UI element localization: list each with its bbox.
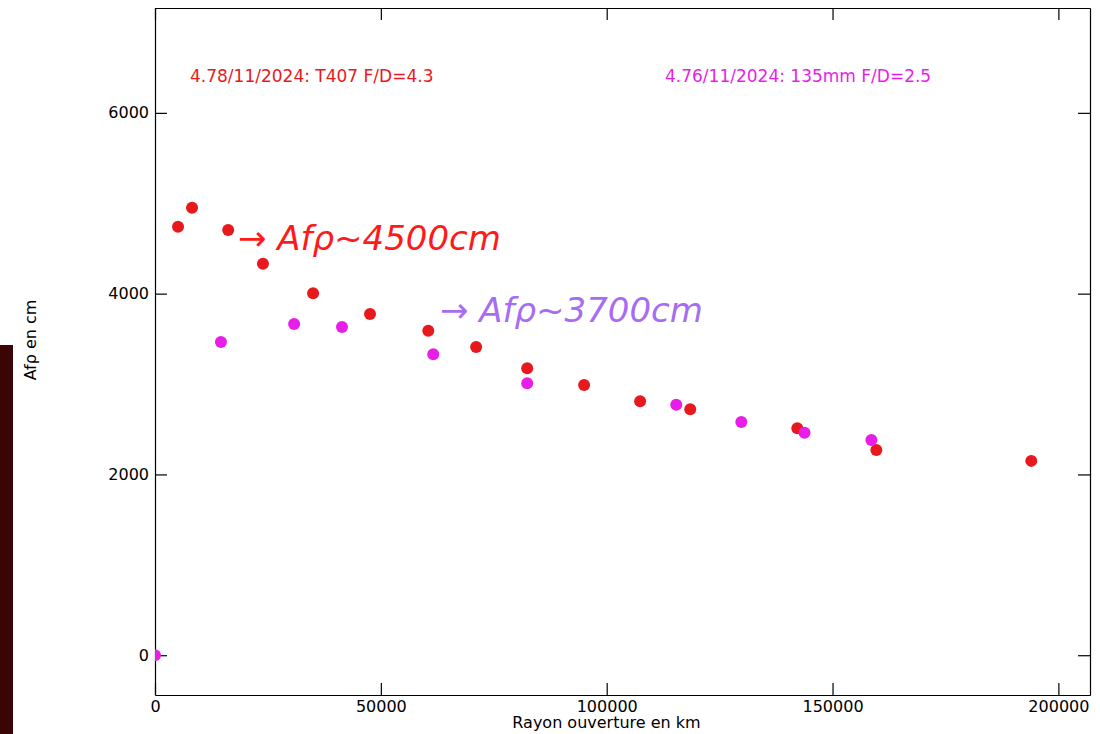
point [288,318,300,330]
tick-mark [155,113,167,114]
axis-line [156,695,1091,696]
tick-label: 150000 [802,697,863,716]
x-axis: 0 50000 100000 150000 200000 [150,683,1090,716]
tick-mark [155,294,167,295]
points [155,202,1037,661]
tick: 2000 [108,465,167,484]
tick-mark [1078,474,1090,475]
legend-entry: 4.78/11/2024: T407 F/D=4.3 [190,66,433,86]
point [257,258,269,270]
point [670,399,682,411]
plot: 0 50000 100000 150000 200000 0 2000 4000 6000 [108,8,1090,716]
tick [1078,655,1090,656]
annotation: → Afρ~3700cm [440,290,703,330]
point [336,321,348,333]
point [422,325,434,337]
tick-mark [832,683,833,695]
tick-mark [1078,113,1090,114]
tick [381,8,382,20]
point [1025,455,1037,467]
y-axis-right [1078,9,1091,696]
tick-mark [607,8,608,20]
tick-label: 200000 [1028,697,1089,716]
point [364,308,376,320]
point [735,416,747,428]
tick-mark [1058,8,1059,20]
tick [1078,474,1090,475]
tick: 4000 [108,284,167,303]
point [865,434,877,446]
tick [1078,113,1090,114]
tick-label: 0 [139,646,149,665]
tick-mark [607,683,608,695]
point [172,221,184,233]
background-strip [0,345,13,734]
tick-mark [381,8,382,20]
y-axis: 0 2000 4000 6000 [108,9,167,696]
legend-entry: 4.76/11/2024: 135mm F/D=2.5 [665,66,931,86]
tick-mark [1078,294,1090,295]
point [222,224,234,236]
tick: 50000 [356,683,407,716]
point [215,336,227,348]
chart: 0 50000 100000 150000 200000 0 2000 4000 6000 4.7… [0,0,1100,734]
tick-mark [381,683,382,695]
tick-mark [155,474,167,475]
point [470,341,482,353]
point [155,649,161,661]
tick [1078,294,1090,295]
tick [1058,8,1059,20]
tick-label: 2000 [108,465,149,484]
tick-mark [832,8,833,20]
x-axis-top [156,8,1091,20]
tick-mark [1058,683,1059,695]
tick: 6000 [108,103,167,122]
y-axis-title: Afρ en cm [21,300,40,381]
point [634,395,646,407]
tick-label: 6000 [108,103,149,122]
tick-mark [1078,655,1090,656]
tick-label: 4000 [108,284,149,303]
point [684,403,696,415]
point [186,202,198,214]
point [521,362,533,374]
point [578,379,590,391]
tick-label: 50000 [356,697,407,716]
point [307,287,319,299]
tick: 200000 [1028,683,1089,716]
x-axis-title: Rayon ouverture en km [512,713,700,732]
point [799,427,811,439]
tick [607,8,608,20]
axis-line [156,8,1091,9]
tick-label: 0 [150,697,160,716]
tick: 0 [139,646,167,665]
tick: 100000 [577,683,638,716]
point [521,377,533,389]
point [427,348,439,360]
axis-line [1090,9,1091,696]
tick: 150000 [802,683,863,716]
axis-line [155,9,156,696]
annotation: → Afρ~4500cm [238,218,501,258]
tick [833,8,834,20]
